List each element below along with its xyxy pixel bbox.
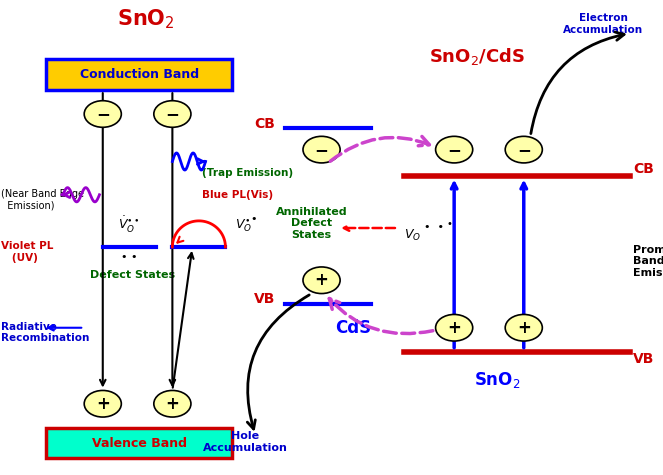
Circle shape <box>84 101 121 127</box>
Text: +: + <box>315 271 328 289</box>
Circle shape <box>436 314 473 341</box>
Text: −: − <box>315 141 328 159</box>
Text: • •: • • <box>121 251 137 262</box>
Text: CdS: CdS <box>335 319 371 337</box>
FancyArrowPatch shape <box>531 32 624 133</box>
Text: SnO$_2$/CdS: SnO$_2$/CdS <box>430 47 525 67</box>
Circle shape <box>505 314 542 341</box>
Text: (Trap Emission): (Trap Emission) <box>202 168 293 179</box>
Circle shape <box>436 136 473 163</box>
Text: VB: VB <box>633 352 654 366</box>
Text: Electron
Accumulation: Electron Accumulation <box>564 13 643 35</box>
Circle shape <box>303 267 340 294</box>
FancyArrowPatch shape <box>247 295 309 429</box>
Text: +: + <box>448 319 461 337</box>
Circle shape <box>303 136 340 163</box>
Text: CB: CB <box>255 116 275 131</box>
Text: Radiative
Recombination: Radiative Recombination <box>1 322 90 343</box>
Text: Valence Band: Valence Band <box>91 437 187 450</box>
Text: −: − <box>517 141 530 159</box>
Text: Defect States: Defect States <box>90 270 175 281</box>
Text: $V_O^{\bullet}$: $V_O^{\bullet}$ <box>235 218 253 234</box>
Text: +: + <box>96 395 109 413</box>
Text: Conduction Band: Conduction Band <box>80 68 199 81</box>
Circle shape <box>84 390 121 417</box>
Text: Hole
Accumulation: Hole Accumulation <box>203 431 288 453</box>
Text: •: • <box>250 214 257 225</box>
Text: Violet PL
   (UV): Violet PL (UV) <box>1 241 54 263</box>
Text: Blue PL(Vis): Blue PL(Vis) <box>202 190 273 200</box>
FancyArrowPatch shape <box>330 136 430 161</box>
Circle shape <box>505 136 542 163</box>
Text: SnO$_2$: SnO$_2$ <box>474 370 520 390</box>
Circle shape <box>154 390 191 417</box>
Circle shape <box>154 101 191 127</box>
Text: VB: VB <box>254 292 275 306</box>
Text: −: − <box>448 141 461 159</box>
Text: $\dot{V}_O^{\bullet\bullet}$: $\dot{V}_O^{\bullet\bullet}$ <box>119 215 140 235</box>
FancyArrowPatch shape <box>330 298 433 333</box>
Text: Prominent
Band Edge
Emission: Prominent Band Edge Emission <box>633 245 663 278</box>
Text: •  •: • • <box>424 222 444 232</box>
Text: −: − <box>96 105 109 123</box>
FancyBboxPatch shape <box>46 59 232 90</box>
Text: •: • <box>447 219 452 229</box>
Text: CB: CB <box>633 162 654 176</box>
Text: $V_O$: $V_O$ <box>404 228 422 243</box>
Text: (Near Band Edge
  Emission): (Near Band Edge Emission) <box>1 189 84 210</box>
Text: +: + <box>517 319 530 337</box>
Text: SnO$_2$: SnO$_2$ <box>117 7 175 31</box>
Text: +: + <box>166 395 179 413</box>
Text: −: − <box>166 105 179 123</box>
FancyBboxPatch shape <box>46 428 232 458</box>
Text: Annihilated
Defect
States: Annihilated Defect States <box>276 207 347 240</box>
